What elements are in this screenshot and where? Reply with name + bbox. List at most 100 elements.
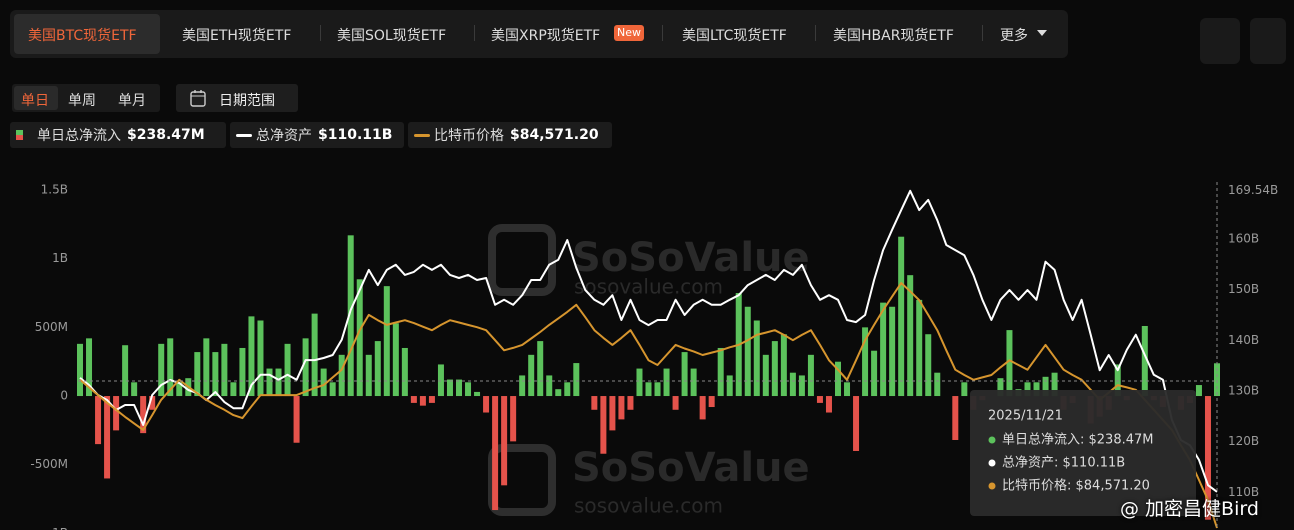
legend-label: 比特币价格 (434, 128, 504, 144)
bar (546, 375, 553, 397)
bar (131, 382, 138, 397)
tab[interactable]: 美国SOL现货ETF (337, 28, 447, 44)
bar (1214, 363, 1220, 397)
bar (1006, 330, 1013, 397)
tab[interactable]: 美国HBAR现货ETF (833, 28, 954, 44)
bar (1195, 385, 1202, 397)
legend-item[interactable]: 比特币价格 $84,571.20 (408, 122, 612, 148)
bar (456, 379, 462, 397)
bar (212, 352, 219, 397)
bar (555, 389, 562, 397)
bar (681, 352, 688, 397)
bar (844, 382, 851, 397)
tab[interactable]: 美国XRP现货ETF (491, 28, 601, 44)
tab[interactable]: 美国BTC现货ETF (28, 28, 137, 44)
bar (248, 316, 255, 397)
y2-tick-label: 140B (1228, 333, 1259, 347)
legend-value: $238.47M (127, 127, 205, 143)
watermark: SoSoValue sosovalue.com SoSoValue sosova… (488, 224, 810, 518)
bar (149, 396, 156, 410)
bar (835, 361, 841, 397)
bar (573, 363, 580, 397)
tab[interactable]: 美国ETH现货ETF (182, 28, 292, 44)
active-period-bg (14, 86, 58, 110)
dropdown-caret (1037, 30, 1047, 36)
bar (510, 396, 517, 442)
bar (158, 343, 165, 397)
bar (636, 368, 643, 397)
tooltip-row: 比特币价格: $84,571.20 (1002, 478, 1150, 494)
separator (474, 25, 475, 41)
bar (889, 306, 896, 397)
bar (880, 302, 887, 397)
tooltip-dot (988, 436, 996, 444)
bar (284, 343, 291, 397)
bar (1114, 364, 1121, 397)
bar (925, 334, 932, 397)
credit: @ 加密昌健Bird (1120, 498, 1259, 520)
bar (663, 368, 670, 397)
line (79, 282, 1218, 529)
bar (753, 320, 760, 397)
tool-button[interactable] (1250, 18, 1286, 64)
bar (221, 343, 228, 397)
tool-button[interactable] (1200, 18, 1240, 64)
watermark-url: sosovalue.com (574, 275, 723, 299)
date-range-label[interactable]: 日期范围 (219, 93, 275, 109)
legend-label: 单日总净流入 (37, 128, 121, 144)
bar (419, 396, 426, 406)
plot (77, 189, 1220, 529)
tab[interactable]: 更多 (1000, 28, 1028, 44)
y2-tick-label: 169.54B (1228, 183, 1278, 197)
bar (600, 396, 607, 454)
y-tick-label: -1B (48, 526, 68, 530)
bar (934, 372, 941, 397)
legend-item[interactable]: 总净资产 $110.11B (230, 122, 404, 148)
bar (1204, 396, 1211, 520)
separator (662, 25, 663, 41)
bar (194, 352, 201, 397)
legend-swatch (414, 133, 430, 137)
period[interactable]: 单日 (21, 93, 49, 109)
bar (871, 350, 878, 397)
bar (311, 313, 318, 397)
bar (167, 338, 174, 397)
y-tick-label: 1.5B (41, 183, 68, 197)
bar (86, 338, 93, 397)
watermark-brand: SoSoValue (572, 445, 810, 491)
bar (203, 338, 210, 397)
bar (392, 323, 399, 397)
date-range-button[interactable] (176, 84, 298, 112)
tooltip: 2025/11/21 单日总净流入: $238.47M 总净资产: $110.11B… (970, 390, 1196, 516)
bar (898, 236, 905, 397)
bar (708, 396, 715, 408)
bar (1042, 376, 1049, 397)
legend-item[interactable]: 单日总净流入 $238.47M (10, 122, 226, 148)
bar (492, 396, 499, 511)
bar (257, 320, 264, 397)
tooltip-date: 2025/11/21 (988, 409, 1063, 424)
bar (771, 341, 778, 397)
bar (609, 396, 616, 431)
bar (519, 375, 526, 397)
bar (699, 396, 706, 420)
tooltip-box (970, 390, 1196, 516)
bar (762, 354, 769, 397)
bar (789, 372, 796, 397)
bar (654, 382, 661, 397)
tab[interactable]: 美国LTC现货ETF (682, 28, 787, 44)
y2-tick-label: 120B (1228, 434, 1259, 448)
bar (717, 347, 724, 397)
tooltip-row: 单日总净流入: $238.47M (1002, 433, 1154, 448)
legend-value: $84,571.20 (510, 127, 599, 143)
tab-bar (10, 10, 1068, 58)
bar (537, 341, 544, 397)
period[interactable]: 单月 (118, 93, 146, 109)
period[interactable]: 单周 (68, 93, 96, 109)
active-tab-bg (14, 14, 160, 54)
tooltip-dot (988, 482, 996, 490)
bar (798, 375, 805, 397)
bar (77, 343, 83, 397)
watermark-logo (488, 224, 556, 296)
bar (961, 382, 968, 397)
